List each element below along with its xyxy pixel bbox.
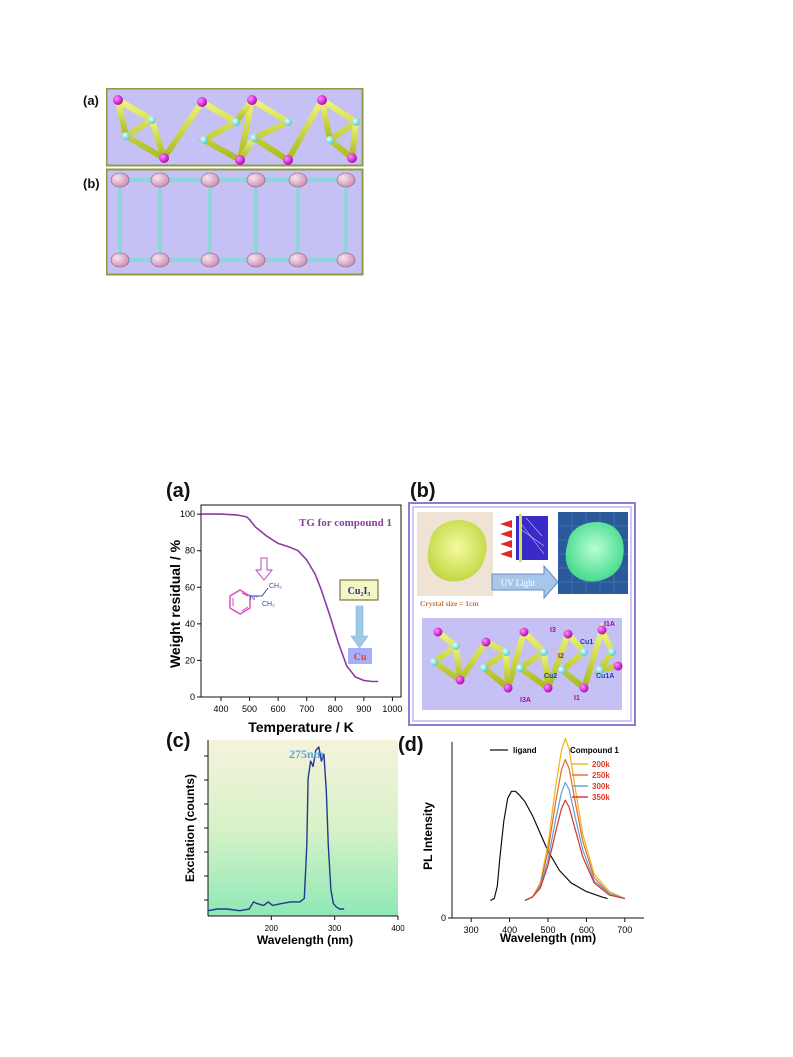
top-panel-b-label: (b) xyxy=(83,176,100,191)
x-tick-label: 1000 xyxy=(382,704,402,714)
panel-d-label: (d) xyxy=(398,734,424,756)
x-tick-label: 900 xyxy=(356,704,371,714)
structure-inset-atoms xyxy=(430,625,623,693)
x-tick-label: 700 xyxy=(299,704,314,714)
uv-light-label: UV Light xyxy=(501,578,536,588)
legend-200k-label: 200k xyxy=(592,760,610,769)
pl-series xyxy=(490,737,626,901)
tg-plot-area xyxy=(200,504,402,698)
x-tick-label: 600 xyxy=(271,704,286,714)
x-tick-label: 400 xyxy=(391,924,405,933)
pl-y-ticks: 0 xyxy=(441,913,452,923)
tg-y-axis-label: Weight residual / % xyxy=(167,539,183,668)
tg-title-annotation: TG for compound 1 xyxy=(299,517,392,529)
chain-b-panel xyxy=(106,168,364,276)
y-tick-label: 0 xyxy=(190,692,195,702)
x-tick-label: 200 xyxy=(265,924,279,933)
chain-b-atoms xyxy=(110,172,356,268)
uv-light-arrow xyxy=(491,564,559,600)
crystal-size-caption: Crystal size = 1cm xyxy=(420,599,479,608)
series-line-350k xyxy=(524,799,625,901)
pl-legend: ligand Compound 1 200k 250k 300k 350k xyxy=(490,746,619,802)
legend-350k-label: 350k xyxy=(592,793,610,802)
uv-lamp-graphic xyxy=(500,514,548,562)
cu2i3-label: Cu₂I₃ xyxy=(348,586,371,597)
x-tick-label: 300 xyxy=(328,924,342,933)
tg-series xyxy=(201,513,379,683)
luminescent-crystal-photo xyxy=(565,522,624,582)
legend-ligand-label: ligand xyxy=(513,746,537,755)
atom-label-i3a: I3A xyxy=(520,697,531,704)
panel-b-label: (b) xyxy=(410,480,436,502)
x-tick-label: 400 xyxy=(213,704,228,714)
ligand-ch2-label: CH₂ xyxy=(262,601,275,608)
x-tick-label: 300 xyxy=(464,925,479,935)
x-tick-label: 600 xyxy=(579,925,594,935)
atom-label-i1a: I1A xyxy=(604,621,615,628)
pl-x-ticks: 300 400 500 600 700 xyxy=(464,918,632,935)
chain-a-atoms xyxy=(113,95,360,165)
tg-chart: 400 500 600 700 800 900 1000 0 20 40 60 80 100 Temp… xyxy=(167,504,402,735)
atom-label-i3: I3 xyxy=(550,627,556,634)
x-tick-label: 800 xyxy=(328,704,343,714)
x-tick-label: 400 xyxy=(502,925,517,935)
excitation-series xyxy=(207,746,345,912)
x-tick-label: 500 xyxy=(540,925,555,935)
y-tick-label: 0 xyxy=(441,913,446,923)
panel-a-label: (a) xyxy=(166,480,191,502)
pl-x-axis-label: Wavelength (nm) xyxy=(500,931,596,945)
excitation-y-axis-label: Excitation (counts) xyxy=(183,774,197,882)
excitation-chart: 200 300 400 275nm Wavelength (nm) Excitati… xyxy=(183,740,405,947)
pl-chart: 300 400 500 600 700 0 ligand Compound 1 200k… xyxy=(421,737,644,945)
cu-box xyxy=(348,648,372,664)
tg-y-ticks: 0 20 40 60 80 100 xyxy=(180,509,201,702)
legend-250k-label: 250k xyxy=(592,771,610,780)
legend-compound-title: Compound 1 xyxy=(570,746,619,755)
cu2i3-box: Cu₂I₃ xyxy=(339,579,379,601)
cu-i-chain-structure-figure xyxy=(106,88,364,276)
tg-x-ticks: 400 500 600 700 800 900 1000 xyxy=(213,697,402,714)
y-tick-label: 40 xyxy=(185,619,195,629)
cu-label: Cu xyxy=(354,652,367,663)
atom-label-cu1: Cu1 xyxy=(580,639,593,646)
excitation-plot-area xyxy=(208,740,398,916)
top-panel-a-label: (a) xyxy=(83,93,99,108)
panel-c-label: (c) xyxy=(166,730,191,752)
excitation-y-ticks xyxy=(204,755,208,901)
tg-x-axis-label: Temperature / K xyxy=(248,719,354,735)
x-tick-label: 500 xyxy=(242,704,257,714)
atom-label-i1: I1 xyxy=(574,695,580,702)
atom-label-cu2: Cu2 xyxy=(544,673,557,680)
excitation-peak-label: 275nm xyxy=(289,747,324,761)
series-line-0 xyxy=(207,746,345,912)
crystal-photo xyxy=(427,520,487,582)
excitation-x-ticks: 200 300 400 xyxy=(265,916,405,933)
atom-label-i2: I2 xyxy=(558,653,564,660)
pl-y-axis-label: PL Intensity xyxy=(421,802,435,870)
excitation-x-axis-label: Wavelength (nm) xyxy=(257,933,353,947)
decomposition-arrow xyxy=(350,605,369,649)
ethylpyridinium-ligand-sketch: N⁺ CH₃ CH₂ xyxy=(229,557,282,615)
legend-300k-label: 300k xyxy=(592,782,610,791)
x-tick-label: 700 xyxy=(617,925,632,935)
y-tick-label: 20 xyxy=(185,655,195,665)
y-tick-label: 80 xyxy=(185,546,195,556)
y-tick-label: 100 xyxy=(180,509,195,519)
series-line-ligand xyxy=(490,790,608,901)
ligand-ch3-label: CH₃ xyxy=(269,583,282,590)
crystal-luminescence-panel: Crystal size = 1cm UV Light xyxy=(408,502,636,726)
ligand-n-label: N⁺ xyxy=(250,595,259,602)
y-tick-label: 60 xyxy=(185,582,195,592)
pl-plot-area xyxy=(452,742,644,918)
series-line-0 xyxy=(201,513,379,683)
atom-label-cu1a: Cu1A xyxy=(596,673,614,680)
structure-inset-bonds xyxy=(428,621,621,694)
